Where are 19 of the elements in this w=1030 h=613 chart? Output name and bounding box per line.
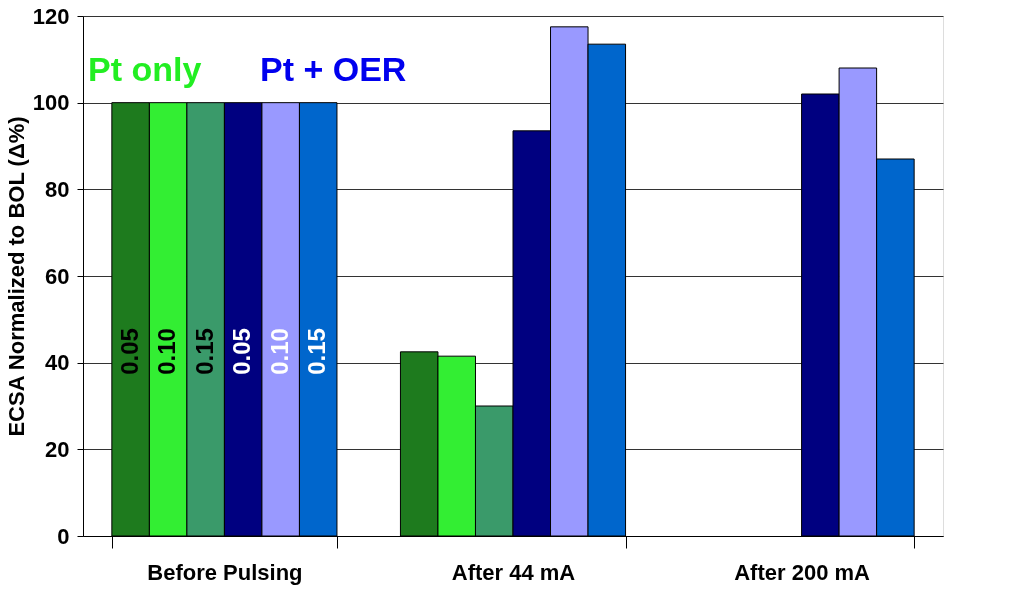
y-tick-label: 60 bbox=[45, 263, 70, 289]
annotation: Pt only bbox=[88, 49, 202, 88]
y-tick-label: 100 bbox=[32, 90, 70, 116]
series-label: 0.10 bbox=[265, 328, 293, 375]
y-tick-label: 80 bbox=[45, 176, 70, 202]
series-label: 0.15 bbox=[303, 328, 331, 375]
series-label: 0.05 bbox=[228, 328, 256, 375]
x-tick-label: After 44 mA bbox=[451, 559, 576, 585]
x-tick-label: Before Pulsing bbox=[147, 559, 303, 585]
y-tick-label: 40 bbox=[45, 350, 70, 376]
y-tick-label: 20 bbox=[45, 436, 70, 462]
series-label: 0.10 bbox=[153, 328, 181, 375]
annotation: Pt + OER bbox=[260, 49, 407, 88]
x-tick-label: After 200 mA bbox=[734, 559, 871, 585]
y-tick-label: 0 bbox=[57, 523, 70, 549]
y-tick-label: 120 bbox=[32, 3, 70, 29]
y-axis-title: ECSA Normalized to BOL (Δ%) bbox=[3, 116, 29, 437]
series-label: 0.05 bbox=[115, 328, 143, 375]
series-label: 0.15 bbox=[190, 328, 218, 375]
